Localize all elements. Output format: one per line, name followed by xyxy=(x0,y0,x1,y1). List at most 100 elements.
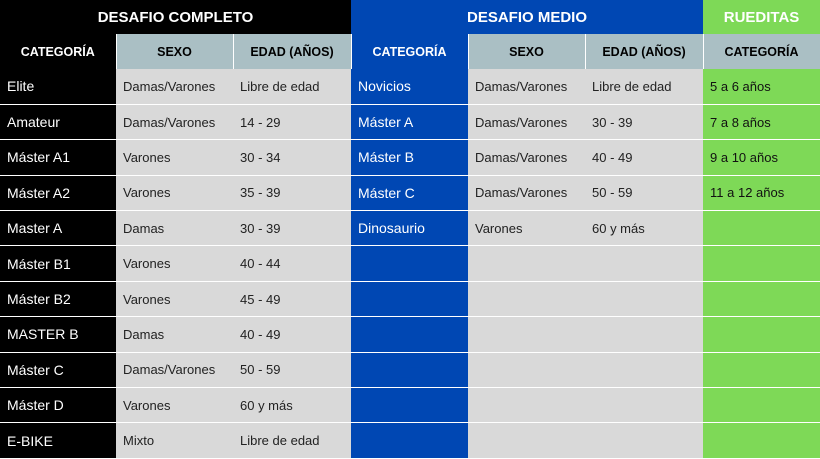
completo-categoria-cell: Elite xyxy=(0,69,116,105)
completo-edad-cell: 30 - 34 xyxy=(233,139,351,176)
rueditas-categoria-cell xyxy=(703,387,820,424)
completo-sexo-cell: Damas xyxy=(116,210,233,247)
rueditas-categoria-cell: 9 a 10 años xyxy=(703,139,820,176)
completo-sexo-cell: Varones xyxy=(116,245,233,282)
medio-edad-cell xyxy=(585,422,704,459)
table-row: Máster D Varones 60 y más xyxy=(0,387,820,424)
completo-sexo-cell: Varones xyxy=(116,139,233,176)
medio-sexo-cell xyxy=(468,281,585,318)
table-row: Máster A1 Varones 30 - 34 Máster B Damas/Var… xyxy=(0,139,820,176)
medio-sexo-cell xyxy=(468,352,585,389)
completo-sexo-cell: Damas/Varones xyxy=(116,69,233,105)
completo-edad-cell: 60 y más xyxy=(233,387,351,424)
medio-edad-cell: 30 - 39 xyxy=(585,104,704,141)
medio-edad-cell: Libre de edad xyxy=(585,69,704,105)
medio-edad-cell xyxy=(585,387,704,424)
table-row: Máster B2 Varones 45 - 49 xyxy=(0,281,820,318)
table-row: Máster B1 Varones 40 - 44 xyxy=(0,245,820,282)
header-sexo-medio: SEXO xyxy=(468,34,586,69)
medio-categoria-cell: Máster B xyxy=(351,139,468,176)
completo-sexo-cell: Damas xyxy=(116,316,233,353)
medio-categoria-cell: Dinosaurio xyxy=(351,210,468,247)
completo-edad-cell: 14 - 29 xyxy=(233,104,351,141)
medio-edad-cell: 50 - 59 xyxy=(585,175,704,212)
medio-edad-cell: 60 y más xyxy=(585,210,704,247)
medio-categoria-cell xyxy=(351,281,468,318)
rueditas-categoria-cell xyxy=(703,316,820,353)
rueditas-categoria-cell xyxy=(703,352,820,389)
rueditas-categoria-cell xyxy=(703,422,820,459)
medio-categoria-cell xyxy=(351,387,468,424)
completo-categoria-cell: Máster B1 xyxy=(0,245,116,282)
completo-edad-cell: 45 - 49 xyxy=(233,281,351,318)
medio-sexo-cell: Damas/Varones xyxy=(468,139,585,176)
column-header-row: CATEGORÍA SEXO EDAD (AÑOS) CATEGORÍA SEX… xyxy=(0,34,820,69)
group-title-rueditas: RUEDITAS xyxy=(703,0,820,34)
medio-sexo-cell xyxy=(468,387,585,424)
medio-edad-cell xyxy=(585,245,704,282)
table-row: Elite Damas/Varones Libre de edad Novicios D… xyxy=(0,69,820,105)
completo-categoria-cell: Master A xyxy=(0,210,116,247)
table-row: Máster C Damas/Varones 50 - 59 xyxy=(0,352,820,389)
medio-sexo-cell: Damas/Varones xyxy=(468,104,585,141)
medio-categoria-cell xyxy=(351,316,468,353)
completo-edad-cell: 40 - 44 xyxy=(233,245,351,282)
completo-sexo-cell: Damas/Varones xyxy=(116,352,233,389)
table-row: Master A Damas 30 - 39 Dinosaurio Varones 60 … xyxy=(0,210,820,247)
rueditas-categoria-cell xyxy=(703,210,820,247)
medio-categoria-cell: Novicios xyxy=(351,69,468,105)
completo-categoria-cell: E-BIKE xyxy=(0,422,116,459)
completo-edad-cell: 35 - 39 xyxy=(233,175,351,212)
group-title-desafio-completo: DESAFIO COMPLETO xyxy=(0,0,351,34)
medio-edad-cell: 40 - 49 xyxy=(585,139,704,176)
completo-categoria-cell: Amateur xyxy=(0,104,116,141)
medio-edad-cell xyxy=(585,316,704,353)
medio-categoria-cell: Máster C xyxy=(351,175,468,212)
rueditas-categoria-cell xyxy=(703,245,820,282)
completo-sexo-cell: Mixto xyxy=(116,422,233,459)
completo-categoria-cell: Máster C xyxy=(0,352,116,389)
medio-sexo-cell: Varones xyxy=(468,210,585,247)
completo-categoria-cell: MASTER B xyxy=(0,316,116,353)
header-edad-medio: EDAD (AÑOS) xyxy=(585,34,704,69)
table-row: Máster A2 Varones 35 - 39 Máster C Damas/Var… xyxy=(0,175,820,212)
completo-categoria-cell: Máster B2 xyxy=(0,281,116,318)
completo-edad-cell: 40 - 49 xyxy=(233,316,351,353)
header-categoria-rueditas: CATEGORÍA xyxy=(703,34,820,69)
medio-categoria-cell xyxy=(351,245,468,282)
group-header-row: DESAFIO COMPLETO DESAFIO MEDIO RUEDITAS xyxy=(0,0,820,34)
completo-categoria-cell: Máster D xyxy=(0,387,116,424)
header-categoria-medio: CATEGORÍA xyxy=(351,34,469,69)
table-row: E-BIKE Mixto Libre de edad xyxy=(0,422,820,459)
completo-categoria-cell: Máster A2 xyxy=(0,175,116,212)
medio-sexo-cell xyxy=(468,245,585,282)
completo-edad-cell: 30 - 39 xyxy=(233,210,351,247)
table-body: Elite Damas/Varones Libre de edad Novicios D… xyxy=(0,69,820,459)
rueditas-categoria-cell xyxy=(703,281,820,318)
completo-edad-cell: Libre de edad xyxy=(233,422,351,459)
completo-sexo-cell: Varones xyxy=(116,281,233,318)
medio-categoria-cell: Máster A xyxy=(351,104,468,141)
header-edad-completo: EDAD (AÑOS) xyxy=(233,34,352,69)
medio-edad-cell xyxy=(585,281,704,318)
completo-sexo-cell: Varones xyxy=(116,387,233,424)
medio-sexo-cell: Damas/Varones xyxy=(468,69,585,105)
completo-sexo-cell: Varones xyxy=(116,175,233,212)
completo-sexo-cell: Damas/Varones xyxy=(116,104,233,141)
rueditas-categoria-cell: 5 a 6 años xyxy=(703,69,820,105)
medio-categoria-cell xyxy=(351,352,468,389)
medio-categoria-cell xyxy=(351,422,468,459)
medio-sexo-cell xyxy=(468,422,585,459)
completo-edad-cell: Libre de edad xyxy=(233,69,351,105)
header-categoria-completo: CATEGORÍA xyxy=(0,34,117,69)
table-row: MASTER B Damas 40 - 49 xyxy=(0,316,820,353)
medio-sexo-cell: Damas/Varones xyxy=(468,175,585,212)
rueditas-categoria-cell: 7 a 8 años xyxy=(703,104,820,141)
header-sexo-completo: SEXO xyxy=(116,34,234,69)
medio-edad-cell xyxy=(585,352,704,389)
medio-sexo-cell xyxy=(468,316,585,353)
group-title-desafio-medio: DESAFIO MEDIO xyxy=(351,0,704,34)
completo-categoria-cell: Máster A1 xyxy=(0,139,116,176)
completo-edad-cell: 50 - 59 xyxy=(233,352,351,389)
